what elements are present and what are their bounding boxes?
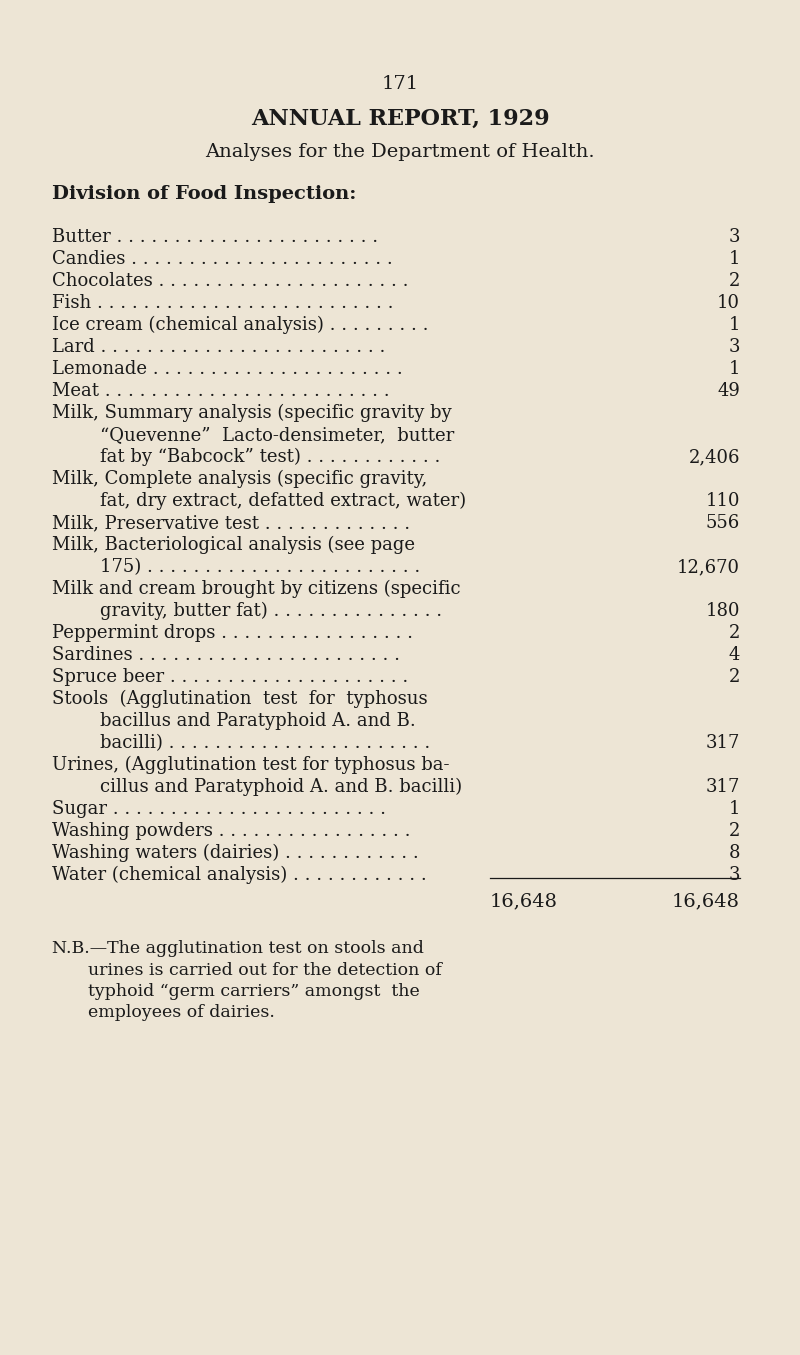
Text: Washing waters (dairies) . . . . . . . . . . . .: Washing waters (dairies) . . . . . . . .… xyxy=(52,844,418,862)
Text: 2: 2 xyxy=(729,272,740,290)
Text: 16,648: 16,648 xyxy=(490,892,558,911)
Text: Analyses for the Department of Health.: Analyses for the Department of Health. xyxy=(205,144,595,161)
Text: Spruce beer . . . . . . . . . . . . . . . . . . . . .: Spruce beer . . . . . . . . . . . . . . … xyxy=(52,668,408,686)
Text: Washing powders . . . . . . . . . . . . . . . . .: Washing powders . . . . . . . . . . . . … xyxy=(52,822,410,840)
Text: urines is carried out for the detection of: urines is carried out for the detection … xyxy=(88,962,442,978)
Text: Milk, Preservative test . . . . . . . . . . . . .: Milk, Preservative test . . . . . . . . … xyxy=(52,514,410,533)
Text: Fish . . . . . . . . . . . . . . . . . . . . . . . . . .: Fish . . . . . . . . . . . . . . . . . .… xyxy=(52,294,394,312)
Text: bacillus and Paratyphoid A. and B.: bacillus and Paratyphoid A. and B. xyxy=(100,711,416,730)
Text: 10: 10 xyxy=(717,294,740,312)
Text: 1: 1 xyxy=(729,251,740,268)
Text: 317: 317 xyxy=(706,734,740,752)
Text: 3: 3 xyxy=(729,228,740,247)
Text: typhoid “germ carriers” amongst  the: typhoid “germ carriers” amongst the xyxy=(88,984,420,1000)
Text: fat, dry extract, defatted extract, water): fat, dry extract, defatted extract, wate… xyxy=(100,492,466,511)
Text: 12,670: 12,670 xyxy=(677,558,740,576)
Text: Sugar . . . . . . . . . . . . . . . . . . . . . . . .: Sugar . . . . . . . . . . . . . . . . . … xyxy=(52,799,386,818)
Text: employees of dairies.: employees of dairies. xyxy=(88,1004,275,1022)
Text: 49: 49 xyxy=(717,382,740,400)
Text: 3: 3 xyxy=(729,866,740,883)
Text: Sardines . . . . . . . . . . . . . . . . . . . . . . .: Sardines . . . . . . . . . . . . . . . .… xyxy=(52,646,400,664)
Text: Stools  (Agglutination  test  for  typhosus: Stools (Agglutination test for typhosus xyxy=(52,690,428,709)
Text: fat by “Babcock” test) . . . . . . . . . . . .: fat by “Babcock” test) . . . . . . . . .… xyxy=(100,449,440,466)
Text: Milk and cream brought by citizens (specific: Milk and cream brought by citizens (spec… xyxy=(52,580,461,599)
Text: gravity, butter fat) . . . . . . . . . . . . . . .: gravity, butter fat) . . . . . . . . . .… xyxy=(100,602,442,621)
Text: 171: 171 xyxy=(382,75,418,93)
Text: 180: 180 xyxy=(706,602,740,621)
Text: Lard . . . . . . . . . . . . . . . . . . . . . . . . .: Lard . . . . . . . . . . . . . . . . . .… xyxy=(52,337,386,356)
Text: Candies . . . . . . . . . . . . . . . . . . . . . . .: Candies . . . . . . . . . . . . . . . . … xyxy=(52,251,393,268)
Text: Urines, (Agglutination test for typhosus ba-: Urines, (Agglutination test for typhosus… xyxy=(52,756,450,774)
Text: 317: 317 xyxy=(706,778,740,795)
Text: Milk, Complete analysis (specific gravity,: Milk, Complete analysis (specific gravit… xyxy=(52,470,427,488)
Text: 2,406: 2,406 xyxy=(689,449,740,466)
Text: Ice cream (chemical analysis) . . . . . . . . .: Ice cream (chemical analysis) . . . . . … xyxy=(52,316,429,335)
Text: N.B.—The agglutination test on stools and: N.B.—The agglutination test on stools an… xyxy=(52,940,424,958)
Text: 1: 1 xyxy=(729,799,740,818)
Text: Meat . . . . . . . . . . . . . . . . . . . . . . . . .: Meat . . . . . . . . . . . . . . . . . .… xyxy=(52,382,390,400)
Text: Water (chemical analysis) . . . . . . . . . . . .: Water (chemical analysis) . . . . . . . … xyxy=(52,866,426,885)
Text: 16,648: 16,648 xyxy=(672,892,740,911)
Text: Chocolates . . . . . . . . . . . . . . . . . . . . . .: Chocolates . . . . . . . . . . . . . . .… xyxy=(52,272,409,290)
Text: cillus and Paratyphoid A. and B. bacilli): cillus and Paratyphoid A. and B. bacilli… xyxy=(100,778,462,797)
Text: 3: 3 xyxy=(729,337,740,356)
Text: 2: 2 xyxy=(729,668,740,686)
Text: 1: 1 xyxy=(729,360,740,378)
Text: 2: 2 xyxy=(729,822,740,840)
Text: 175) . . . . . . . . . . . . . . . . . . . . . . . .: 175) . . . . . . . . . . . . . . . . . .… xyxy=(100,558,420,576)
Text: ANNUAL REPORT, 1929: ANNUAL REPORT, 1929 xyxy=(250,108,550,130)
Text: “Quevenne”  Lacto-densimeter,  butter: “Quevenne” Lacto-densimeter, butter xyxy=(100,425,454,444)
Text: 110: 110 xyxy=(706,492,740,509)
Text: bacilli) . . . . . . . . . . . . . . . . . . . . . . .: bacilli) . . . . . . . . . . . . . . . .… xyxy=(100,734,430,752)
Text: 1: 1 xyxy=(729,316,740,333)
Text: 556: 556 xyxy=(706,514,740,533)
Text: Milk, Summary analysis (specific gravity by: Milk, Summary analysis (specific gravity… xyxy=(52,404,452,423)
Text: Milk, Bacteriological analysis (see page: Milk, Bacteriological analysis (see page xyxy=(52,537,415,554)
Text: 4: 4 xyxy=(729,646,740,664)
Text: Butter . . . . . . . . . . . . . . . . . . . . . . .: Butter . . . . . . . . . . . . . . . . .… xyxy=(52,228,378,247)
Text: Division of Food Inspection:: Division of Food Inspection: xyxy=(52,186,356,203)
Text: 2: 2 xyxy=(729,625,740,642)
Text: Peppermint drops . . . . . . . . . . . . . . . . .: Peppermint drops . . . . . . . . . . . .… xyxy=(52,625,413,642)
Text: 8: 8 xyxy=(729,844,740,862)
Text: Lemonade . . . . . . . . . . . . . . . . . . . . . .: Lemonade . . . . . . . . . . . . . . . .… xyxy=(52,360,402,378)
